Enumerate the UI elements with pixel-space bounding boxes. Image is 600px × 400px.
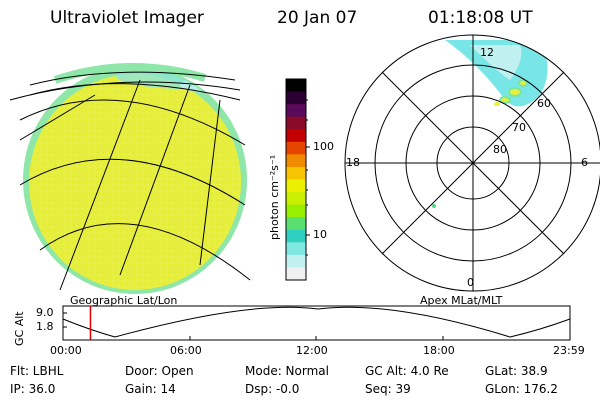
altitude-xtick-0: 00:00 [50, 344, 82, 357]
colorbar-band [286, 79, 306, 93]
colorbar-band [286, 217, 306, 231]
colorbar-band [286, 154, 306, 168]
altitude-ylabel: GC Alt [13, 311, 26, 346]
colorbar-band [286, 204, 306, 218]
info-glon: GLon: 176.2 [485, 382, 558, 396]
altitude-xtick-4: 23:59 [553, 344, 585, 357]
info-mode: Mode: Normal [245, 364, 329, 378]
colorbar [286, 79, 306, 281]
polar-plot [344, 34, 600, 292]
altitude-xtick-1: 06:00 [170, 344, 202, 357]
colorbar-band [286, 254, 306, 268]
colorbar-band [286, 129, 306, 143]
geographic-disk [9, 62, 251, 294]
colorbar-band [286, 179, 306, 193]
colorbar-band [286, 116, 306, 130]
info-glat: GLat: 38.9 [485, 364, 548, 378]
altitude-plot [62, 305, 571, 341]
colorbar-band [286, 229, 306, 243]
lat-label-80: 80 [493, 143, 507, 156]
mlt-label-0: 0 [467, 276, 474, 289]
info-dsp: Dsp: -0.0 [245, 382, 300, 396]
altitude-ytick-1.8: 1.8 [36, 320, 54, 333]
colorbar-unit-label: photon cm⁻²s⁻¹ [268, 154, 281, 240]
colorbar-band [286, 242, 306, 256]
colorbar-band [286, 141, 306, 155]
mlt-label-6: 6 [581, 156, 588, 169]
colorbar-tick-100: 100 [313, 140, 334, 153]
app-title: Ultraviolet Imager [50, 8, 204, 28]
info-door: Door: Open [125, 364, 194, 378]
polar-map-label: Apex MLat/MLT [420, 294, 503, 307]
info-gain: Gain: 14 [125, 382, 176, 396]
time-label: 01:18:08 UT [428, 8, 533, 28]
colorbar-band [286, 91, 306, 105]
altitude-xtick-2: 12:00 [296, 344, 328, 357]
date-label: 20 Jan 07 [277, 8, 358, 28]
info-filter: Flt: LBHL [10, 364, 64, 378]
lat-label-60: 60 [537, 97, 551, 110]
colorbar-tick-10: 10 [313, 228, 327, 241]
mlt-label-18: 18 [346, 156, 360, 169]
colorbar-band [286, 192, 306, 206]
colorbar-band [286, 267, 306, 281]
colorbar-band [286, 104, 306, 118]
info-seq: Seq: 39 [365, 382, 411, 396]
altitude-xtick-3: 18:00 [423, 344, 455, 357]
info-gc-alt: GC Alt: 4.0 Re [365, 364, 449, 378]
lat-label-70: 70 [512, 121, 526, 134]
geo-map-label: Geographic Lat/Lon [70, 294, 178, 307]
info-ip: IP: 36.0 [10, 382, 56, 396]
mlt-label-12: 12 [480, 46, 494, 59]
colorbar-band [286, 166, 306, 180]
altitude-ytick-9: 9.0 [36, 306, 54, 319]
